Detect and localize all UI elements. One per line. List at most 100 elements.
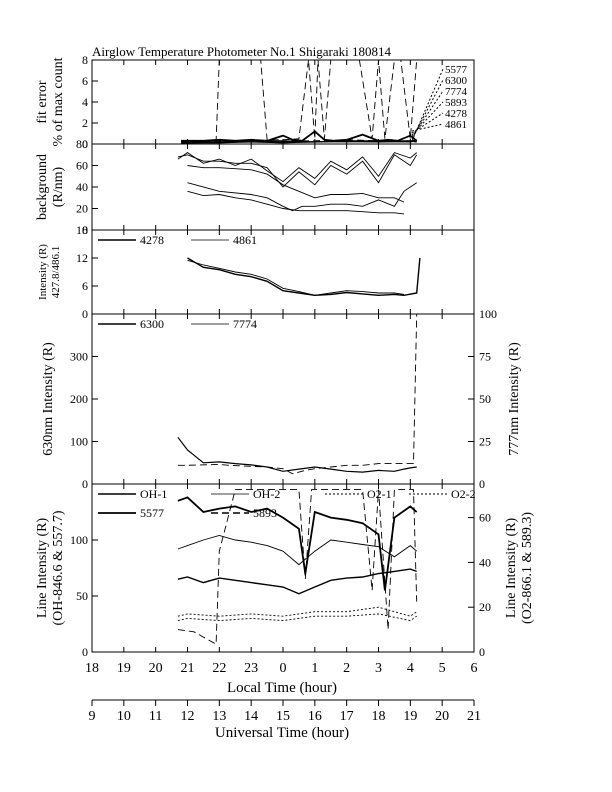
- y-axis-right-label-line: (O2-866.1 & 589.3): [520, 512, 535, 624]
- y-axis-label: fit error% of max count: [35, 57, 66, 146]
- series-line-5893: [177, 489, 418, 645]
- series-line-5893: [181, 139, 417, 143]
- y-right-tick-label: 0: [479, 477, 485, 491]
- legend-label-6300: 6300: [140, 317, 164, 331]
- universal-time-tick-label: 13: [212, 709, 226, 724]
- panel-red-line: 0 100 200 300 0 25 50 75 100 630nm Intensity (R) 7…: [41, 307, 522, 491]
- y-axis-label-line: Line Intensity (R): [35, 518, 50, 619]
- universal-time-axis: 9 10 11 12 13 14 15 16 17 18 19 20 21: [89, 699, 481, 724]
- series-line-bg-3: [187, 182, 417, 212]
- universal-time-label: Universal Time (hour): [215, 725, 349, 741]
- legend-leader: [411, 79, 444, 140]
- series-line-bg-1: [177, 154, 418, 188]
- y-axis-label-line: 630nm Intensity (R): [41, 342, 56, 456]
- local-time-tick-label: 19: [117, 661, 131, 676]
- local-time-tick-label: 23: [244, 661, 258, 676]
- legend-leader: [411, 101, 444, 136]
- y-tick-label: 0: [82, 477, 88, 491]
- legend-label-5893: 5893: [253, 506, 277, 520]
- y-tick-label: 0: [82, 223, 88, 237]
- y-tick-label: 100: [70, 435, 88, 449]
- y-right-tick-label: 25: [479, 435, 491, 449]
- legend-label-6300: 6300: [445, 75, 468, 87]
- legend-label-7774: 7774: [445, 86, 468, 98]
- universal-time-tick-label: 16: [308, 709, 322, 724]
- y-right-tick-label: 0: [479, 645, 485, 659]
- y-axis-label: Line Intensity (R)(OH-846.6 & 557.7): [35, 510, 66, 625]
- y-axis-label-line: (OH-846.6 & 557.7): [51, 510, 66, 625]
- y-tick-label: 18: [76, 223, 88, 237]
- y-tick-label: 0: [82, 307, 88, 321]
- local-time-tick-label: 22: [212, 661, 226, 676]
- y-right-tick-label: 100: [479, 307, 497, 321]
- y-right-tick-label: 50: [479, 392, 491, 406]
- y-tick-label: 100: [70, 533, 88, 547]
- local-time-tick-label: 4: [407, 661, 414, 676]
- universal-time-tick-label: 12: [181, 709, 195, 724]
- y-axis-label-line: Intensity (R): [37, 244, 49, 300]
- y-tick-label: 8: [82, 53, 88, 67]
- legend-label-5893: 5893: [445, 97, 468, 109]
- chart-title: Airglow Temperature Photometer No.1 Shig…: [92, 44, 392, 59]
- series-line-OH-1: [177, 568, 417, 595]
- y-axis-label-line: (R/nm): [51, 166, 66, 207]
- legend-label-4861: 4861: [445, 119, 467, 131]
- y-tick-label: 6: [82, 279, 88, 293]
- y-tick-label: 0: [82, 645, 88, 659]
- series-line-4861: [187, 259, 405, 296]
- legend-label-4861: 4861: [233, 233, 257, 247]
- universal-time-tick-label: 19: [403, 709, 417, 724]
- legend-label-4278: 4278: [140, 233, 164, 247]
- legend-leader: [411, 123, 444, 132]
- series-line-7774: [177, 314, 418, 475]
- panel-background: 0 20 40 60 80 background(R/nm): [35, 137, 475, 237]
- legend-label-4278: 4278: [445, 108, 468, 120]
- y-axis-right-label: 777nm Intensity (R): [507, 342, 522, 456]
- panel-frame: [91, 59, 475, 145]
- legend-label-OH-1: OH-1: [140, 487, 167, 501]
- local-time-tick-label: 21: [181, 661, 195, 676]
- y-right-tick-label: 40: [479, 555, 491, 569]
- y-tick-label: 12: [76, 251, 88, 265]
- universal-time-tick-label: 21: [467, 709, 481, 724]
- universal-time-tick-label: 9: [89, 709, 96, 724]
- series-line-bg-4: [187, 190, 405, 215]
- local-time-tick-label: 3: [375, 661, 382, 676]
- universal-time-tick-label: 20: [435, 709, 449, 724]
- series-line-O2-1: [177, 606, 417, 617]
- y-tick-label: 80: [76, 137, 88, 151]
- legend-label-5577: 5577: [445, 64, 468, 76]
- series-line-5577: [177, 496, 418, 591]
- local-time-label: Local Time (hour): [227, 680, 337, 696]
- y-tick-label: 200: [70, 392, 88, 406]
- universal-time-tick-label: 14: [244, 709, 258, 724]
- y-axis-label: 630nm Intensity (R): [41, 342, 56, 456]
- panel-frame: [91, 313, 475, 485]
- series-line-7774: [181, 60, 418, 142]
- y-axis-label-line: fit error: [35, 80, 50, 123]
- panel-fit-error: 0 2 4 6 8 fit error% of max count 557763007774…: [35, 53, 475, 151]
- legend-label-7774: 7774: [233, 317, 257, 331]
- y-axis-right-label: Line Intensity (R)(O2-866.1 & 589.3): [504, 512, 535, 624]
- series-line-6300: [177, 436, 417, 473]
- local-time-tick-label: 2: [343, 661, 350, 676]
- y-tick-label: 4: [82, 95, 88, 109]
- y-tick-label: 20: [76, 202, 88, 216]
- local-time-tick-label: 0: [280, 661, 287, 676]
- universal-time-tick-label: 11: [149, 709, 162, 724]
- y-axis-right-label-line: 777nm Intensity (R): [507, 342, 522, 456]
- local-time-tick-label: 6: [471, 661, 478, 676]
- y-right-tick-label: 75: [479, 350, 491, 364]
- y-axis-label: Intensity (R)427.8/486.1: [37, 244, 62, 300]
- legend-label-5577: 5577: [140, 506, 164, 520]
- y-tick-label: 2: [82, 116, 88, 130]
- series-line-OH-2: [177, 535, 417, 566]
- legend-label-O2-1: O2-1: [367, 487, 392, 501]
- y-axis-right-label-line: Line Intensity (R): [504, 518, 519, 619]
- y-tick-label: 6: [82, 74, 88, 88]
- series-line-O2-2: [177, 613, 417, 622]
- y-tick-label: 300: [70, 350, 88, 364]
- universal-time-tick-label: 17: [340, 709, 354, 724]
- y-tick-label: 0: [82, 137, 88, 151]
